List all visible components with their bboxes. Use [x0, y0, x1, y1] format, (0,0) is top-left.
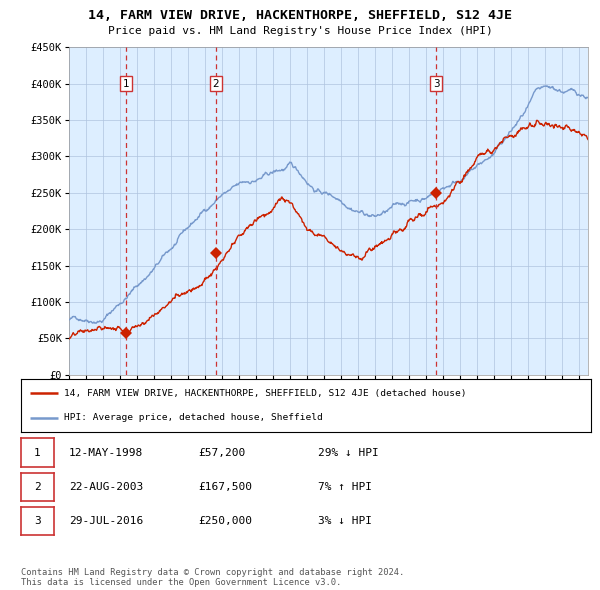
Text: HPI: Average price, detached house, Sheffield: HPI: Average price, detached house, Shef…	[64, 413, 323, 422]
Text: 3: 3	[433, 78, 439, 88]
Text: 7% ↑ HPI: 7% ↑ HPI	[318, 482, 372, 491]
Text: Contains HM Land Registry data © Crown copyright and database right 2024.
This d: Contains HM Land Registry data © Crown c…	[21, 568, 404, 587]
Text: 14, FARM VIEW DRIVE, HACKENTHORPE, SHEFFIELD, S12 4JE: 14, FARM VIEW DRIVE, HACKENTHORPE, SHEFF…	[88, 9, 512, 22]
Text: 2: 2	[34, 482, 41, 491]
Text: 29% ↓ HPI: 29% ↓ HPI	[318, 448, 379, 457]
Text: £250,000: £250,000	[198, 516, 252, 526]
Text: 12-MAY-1998: 12-MAY-1998	[69, 448, 143, 457]
Text: 1: 1	[34, 448, 41, 457]
Text: 14, FARM VIEW DRIVE, HACKENTHORPE, SHEFFIELD, S12 4JE (detached house): 14, FARM VIEW DRIVE, HACKENTHORPE, SHEFF…	[64, 389, 466, 398]
Text: £167,500: £167,500	[198, 482, 252, 491]
Text: 29-JUL-2016: 29-JUL-2016	[69, 516, 143, 526]
Text: 3: 3	[34, 516, 41, 526]
Text: £57,200: £57,200	[198, 448, 245, 457]
Text: Price paid vs. HM Land Registry's House Price Index (HPI): Price paid vs. HM Land Registry's House …	[107, 26, 493, 35]
Text: 2: 2	[213, 78, 220, 88]
Text: 22-AUG-2003: 22-AUG-2003	[69, 482, 143, 491]
Text: 3% ↓ HPI: 3% ↓ HPI	[318, 516, 372, 526]
Text: 1: 1	[123, 78, 130, 88]
